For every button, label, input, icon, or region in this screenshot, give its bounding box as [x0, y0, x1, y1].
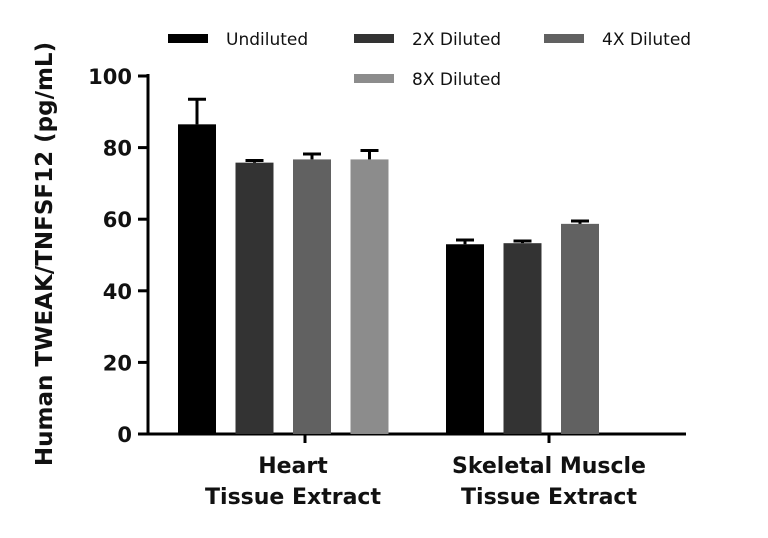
y-tick-label-100: 100: [88, 65, 132, 89]
bar-heart-8x-diluted: [350, 159, 389, 434]
legend-label-2x-diluted: 2X Diluted: [412, 30, 501, 50]
axes: [146, 74, 686, 436]
legend-label-8x-diluted: 8X Diluted: [412, 70, 501, 90]
bar-skeletal-undiluted: [446, 244, 484, 434]
legend-swatch-2x-diluted: [354, 34, 394, 43]
category-label-heart-line1: Heart: [258, 454, 328, 479]
legend-label-undiluted: Undiluted: [226, 30, 308, 50]
bar-heart-undiluted: [178, 124, 216, 434]
bar-heart-4x-diluted: [293, 159, 331, 434]
error-bar-heart-4x-diluted: [303, 152, 321, 160]
bar-skeletal-4x-diluted: [561, 223, 599, 434]
error-bar-skeletal-4x-diluted: [571, 219, 589, 224]
legend-item-2x-diluted: 2X Diluted: [354, 30, 501, 50]
error-bar-skeletal-2x-diluted: [513, 239, 532, 244]
category-label-skeletal-line2: Tissue Extract: [461, 485, 637, 510]
y-tick-label-40: 40: [103, 280, 132, 304]
legend-item-8x-diluted: 8X Diluted: [354, 70, 501, 90]
y-axis-title: Human TWEAK/TNFSF12 (pg/mL): [32, 42, 58, 466]
error-bar-heart-8x-diluted: [360, 148, 379, 160]
y-tick-label-60: 60: [103, 208, 132, 232]
category-label-heart-line2: Tissue Extract: [205, 485, 381, 510]
x-ticks: [303, 434, 551, 443]
legend-label-4x-diluted: 4X Diluted: [602, 30, 691, 50]
category-label-skeletal-line1: Skeletal Muscle: [452, 454, 646, 479]
legend-swatch-4x-diluted: [544, 34, 584, 43]
bars: [178, 124, 599, 435]
bar-heart-2x-diluted: [235, 162, 274, 435]
error-bar-heart-2x-diluted: [245, 158, 264, 163]
y-ticks: 0 20 40 60 80 100: [88, 65, 148, 447]
y-tick-label-80: 80: [103, 137, 132, 161]
legend: Undiluted 2X Diluted 4X Diluted 8X Dilut…: [168, 30, 691, 90]
legend-item-undiluted: Undiluted: [168, 30, 308, 50]
bar-skeletal-2x-diluted: [503, 243, 542, 434]
y-tick-label-0: 0: [117, 423, 132, 447]
legend-item-4x-diluted: 4X Diluted: [544, 30, 691, 50]
error-bar-heart-undiluted: [188, 97, 206, 125]
legend-swatch-8x-diluted: [354, 74, 394, 83]
y-tick-label-20: 20: [103, 351, 132, 375]
error-bar-skeletal-undiluted: [456, 238, 474, 245]
legend-swatch-undiluted: [168, 34, 208, 43]
category-labels: Heart Tissue Extract Skeletal Muscle Tis…: [205, 454, 646, 510]
error-bars: [188, 97, 589, 245]
